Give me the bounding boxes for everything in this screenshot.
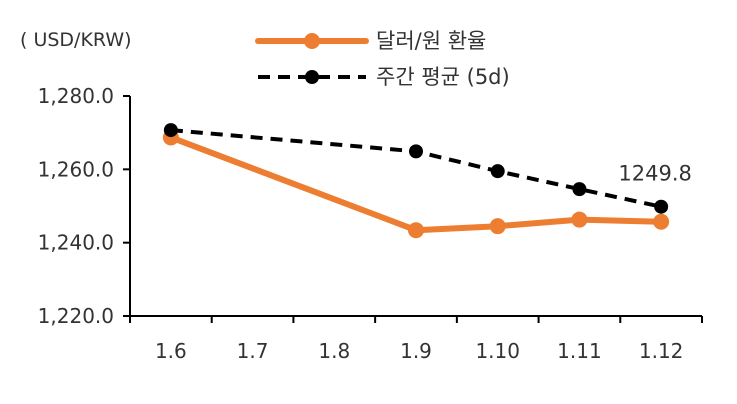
y-tick-label: 1,220.0 <box>38 304 114 328</box>
y-tick-label: 1,280.0 <box>38 84 114 108</box>
series-1-point <box>572 182 587 197</box>
y-tick-label: 1,260.0 <box>38 157 114 181</box>
y-axis-ticks: 1,220.0 1,240.0 1,260.0 1,280.0 <box>38 84 130 328</box>
x-tick-label: 1.10 <box>475 339 520 363</box>
series-0-point <box>653 213 670 230</box>
x-tick-label: 1.9 <box>400 339 432 363</box>
x-tick-label: 1.6 <box>155 339 187 363</box>
x-tick-label: 1.11 <box>557 339 602 363</box>
series-0-point <box>408 222 424 239</box>
series-1-point <box>163 123 178 138</box>
x-tick-label: 1.12 <box>639 339 684 363</box>
data-label-last-average: 1249.8 <box>618 162 691 186</box>
series-1-point <box>490 164 505 179</box>
series-1-point <box>409 144 423 159</box>
series-markers-weekly-average <box>163 123 669 214</box>
x-tick-label: 1.8 <box>318 339 350 363</box>
unit-label: ( USD/KRW) <box>20 29 132 51</box>
legend-marker-weekly-average <box>305 70 319 84</box>
y-tick-label: 1,240.0 <box>38 231 114 255</box>
x-axis-ticks: 1.6 1.7 1.8 1.9 1.10 1.11 1.12 <box>129 316 703 363</box>
legend-label-weekly-average: 주간 평균 (5d) <box>376 65 510 89</box>
legend-label-exchange-rate: 달러/원 환율 <box>376 29 486 53</box>
legend-marker-exchange-rate <box>304 33 320 49</box>
x-tick-label: 1.7 <box>237 339 269 363</box>
legend: 달러/원 환율 주간 평균 (5d) <box>255 29 510 89</box>
series-0-point <box>571 211 588 228</box>
series-0-point <box>489 218 506 235</box>
series-1-point <box>654 199 669 214</box>
